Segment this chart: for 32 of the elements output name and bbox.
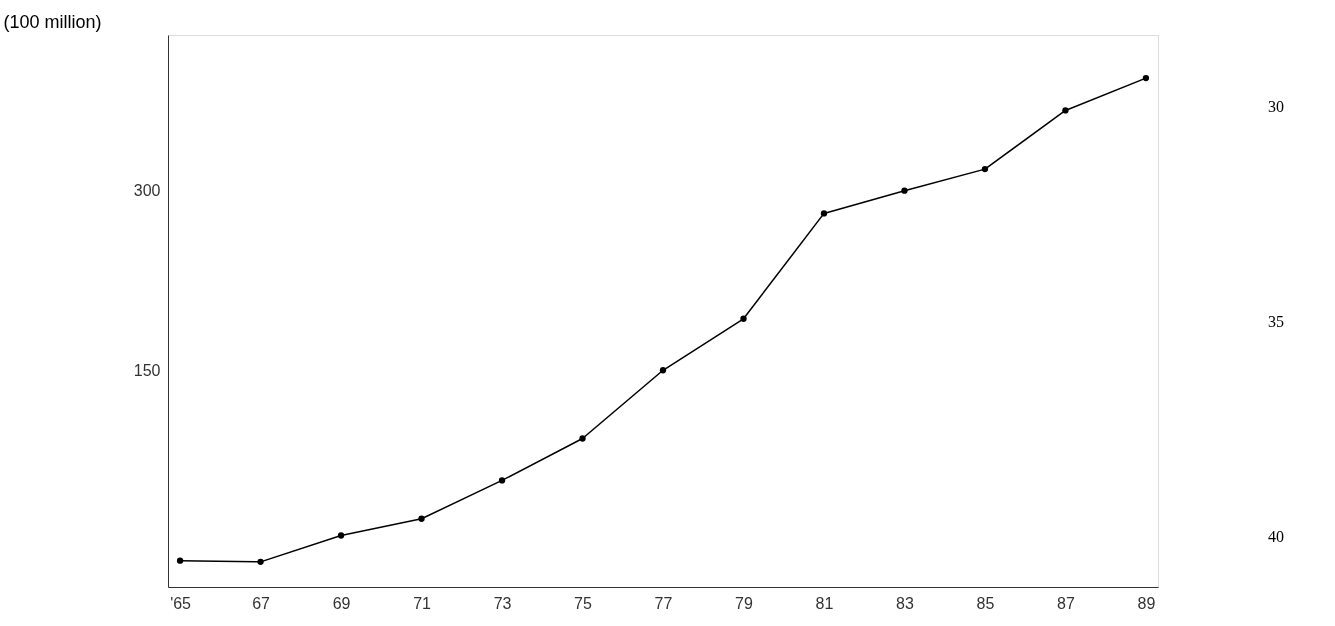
x-tick-label: 89 (1137, 594, 1156, 612)
x-tick-label: 85 (976, 594, 995, 612)
x-tick-label: 83 (896, 594, 914, 612)
point (257, 558, 264, 566)
x-tick-label: '65 (170, 594, 192, 612)
text: 35 (1268, 313, 1284, 331)
point (901, 187, 908, 194)
point (579, 435, 586, 442)
text: 30 (1268, 97, 1284, 115)
x-tick-label: 71 (413, 594, 432, 612)
y-tick-label: 300 (133, 182, 161, 200)
point (176, 557, 184, 564)
y-tick-label: 150 (133, 361, 161, 379)
point (740, 315, 747, 322)
x-tick-label: 69 (332, 594, 351, 612)
x-tick-label: 73 (493, 594, 512, 612)
x-tick-label: 67 (252, 594, 271, 612)
x-tick-label: 79 (735, 594, 753, 612)
point (498, 477, 506, 484)
x-tick-label: 87 (1057, 594, 1075, 612)
point (981, 165, 989, 173)
x-tick-label: 77 (654, 594, 673, 612)
point (1142, 74, 1150, 82)
point (659, 367, 667, 374)
x-tick-label: 81 (815, 594, 834, 612)
point (337, 532, 345, 539)
text: 40 (1268, 528, 1284, 546)
y-axis-title: (100 million) (3, 11, 102, 32)
point (418, 515, 425, 522)
point (820, 210, 828, 217)
x-tick-label: 75 (574, 594, 593, 612)
point (1062, 107, 1069, 114)
